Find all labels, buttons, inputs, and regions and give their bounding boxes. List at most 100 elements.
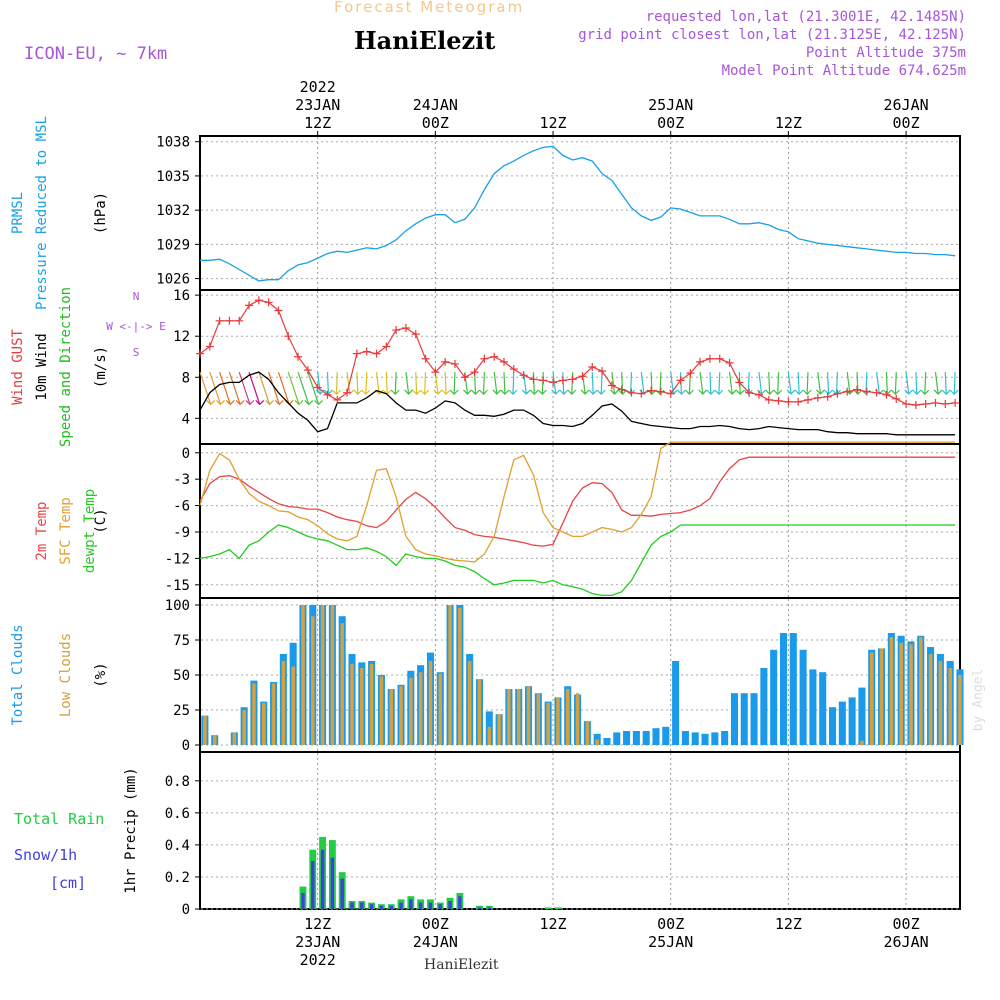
wind-barb-head — [521, 389, 531, 395]
snow-bar — [311, 860, 315, 909]
cloud-bar-low — [948, 668, 952, 745]
cloud-bar-low — [909, 644, 913, 745]
gust-marker — [382, 342, 391, 351]
y-tick-label: 12 — [173, 329, 190, 345]
gust-marker — [656, 387, 665, 396]
wind-barb-head — [265, 399, 274, 406]
y-tick-label: 8 — [182, 370, 190, 386]
gust-marker — [333, 395, 342, 404]
wind-barb-head — [529, 389, 539, 395]
wind-barb — [934, 372, 939, 395]
gust-marker — [431, 368, 440, 377]
snow-bar — [330, 857, 335, 909]
cloud-bar-total — [838, 701, 846, 745]
wind-barb — [258, 371, 271, 405]
wind-barb-head — [361, 389, 371, 395]
wind-barb-head — [773, 389, 783, 395]
gust-marker — [323, 390, 332, 399]
wind-barb-head — [314, 399, 324, 406]
cloud-bar-total — [721, 731, 729, 745]
y-tick-label: 1038 — [156, 135, 190, 151]
cloud-bar-low — [360, 668, 364, 745]
gust-marker — [686, 369, 695, 378]
wind-barb-head — [216, 399, 225, 406]
gust-marker — [862, 387, 871, 396]
rain-bar — [544, 907, 552, 909]
cloud-bar-low — [487, 726, 492, 745]
wind-barb-head — [500, 389, 510, 395]
wind-barb — [758, 372, 763, 395]
gust-marker — [774, 396, 783, 405]
wind-barb-head — [727, 389, 737, 395]
gust-marker — [705, 354, 714, 363]
wind-barb — [876, 372, 880, 395]
wind-barb-head — [941, 389, 951, 395]
gust-marker — [372, 349, 381, 358]
gust-marker — [294, 352, 303, 361]
y-tick-label: 0.6 — [165, 806, 190, 822]
wind-barb — [335, 372, 338, 395]
cloud-bar-total — [789, 633, 797, 745]
gust-marker — [549, 378, 558, 387]
wind-barb — [444, 372, 447, 395]
wind-barb — [482, 372, 485, 395]
gust-marker — [911, 400, 920, 409]
cloud-bar-low — [575, 693, 580, 745]
gust-marker — [441, 357, 450, 366]
compass-south: S — [133, 346, 140, 359]
wind-barb-head — [786, 389, 796, 395]
wind-barb-head — [479, 389, 488, 395]
wind-barb-head — [596, 389, 606, 395]
gust-marker — [764, 395, 773, 404]
wind-speed-line — [199, 371, 956, 436]
wind-speed-label: 10m Wind — [34, 333, 50, 400]
cloud-bar-total — [848, 697, 856, 745]
wind-barb-head — [353, 389, 363, 395]
wind-barb — [268, 371, 280, 405]
y-tick-label: 25 — [173, 703, 190, 719]
total-clouds-label: Total Clouds — [10, 624, 26, 725]
bottom-time-label: 25JAN — [648, 933, 693, 951]
y-tick-label: 1032 — [156, 203, 190, 219]
snow-bar — [409, 899, 413, 909]
top-time-label: 00Z — [893, 114, 920, 132]
cloud-bar-total — [642, 731, 650, 745]
wind-barb-head — [551, 389, 561, 395]
top-time-label: 23JAN — [295, 96, 340, 114]
cloud-bar-low — [320, 605, 325, 745]
cloud-bar-total — [691, 732, 699, 745]
compass-west-east: W <-|-> E — [106, 320, 166, 333]
cloud-bar-low — [409, 677, 413, 745]
gust-marker — [951, 398, 960, 407]
cloud-bar-low — [281, 661, 286, 745]
gust-marker — [931, 398, 940, 407]
top-time-label: 24JAN — [413, 96, 458, 114]
wind-barb-head — [420, 389, 430, 395]
chart-title: Forecast Meteogram — [334, 0, 525, 16]
wind-barb — [777, 372, 780, 395]
cloud-bar-low — [516, 689, 521, 745]
snow-label: Snow/1h — [14, 846, 77, 864]
temp-line-0 — [199, 456, 956, 547]
gust-marker — [215, 316, 224, 325]
wind-barb-head — [390, 389, 400, 395]
gust-marker — [578, 372, 587, 381]
y-tick-label: 0 — [182, 446, 190, 462]
wind-barb-head — [206, 399, 216, 406]
gust-marker — [617, 385, 626, 394]
wind-barb-head — [735, 389, 745, 395]
temp-line-1 — [199, 441, 956, 563]
cloud-bar-total — [662, 726, 670, 745]
snow-bar — [428, 902, 433, 909]
top-time-label: 00Z — [422, 114, 449, 132]
cloud-bar-total — [711, 732, 719, 745]
y-tick-label: -3 — [173, 472, 190, 488]
gust-marker — [245, 301, 254, 310]
wind-barb-head — [618, 389, 627, 395]
gust-marker — [392, 326, 401, 335]
y-tick-label: -12 — [165, 551, 190, 567]
wind-barb-head — [304, 399, 314, 406]
cloud-bar-low — [379, 676, 384, 745]
top-time-label: 00Z — [657, 114, 684, 132]
wind-barb — [709, 372, 712, 395]
